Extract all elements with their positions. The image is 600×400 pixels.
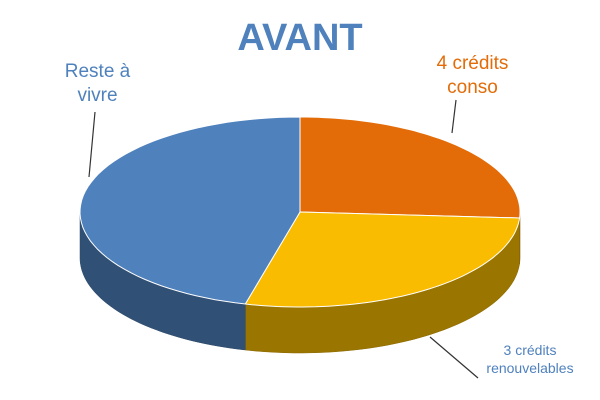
slice-label: 3 crédits renouvelables bbox=[486, 342, 574, 376]
slice-label: 4 crédits conso bbox=[436, 53, 509, 98]
slice bbox=[79, 116, 301, 305]
leader-line bbox=[451, 99, 457, 134]
leader-line bbox=[429, 336, 479, 379]
slice-label: Reste à vivre bbox=[64, 61, 131, 106]
slice bbox=[299, 116, 521, 219]
leader-line bbox=[88, 111, 96, 178]
slice bbox=[244, 211, 521, 308]
chart-title: AVANT bbox=[237, 17, 362, 59]
